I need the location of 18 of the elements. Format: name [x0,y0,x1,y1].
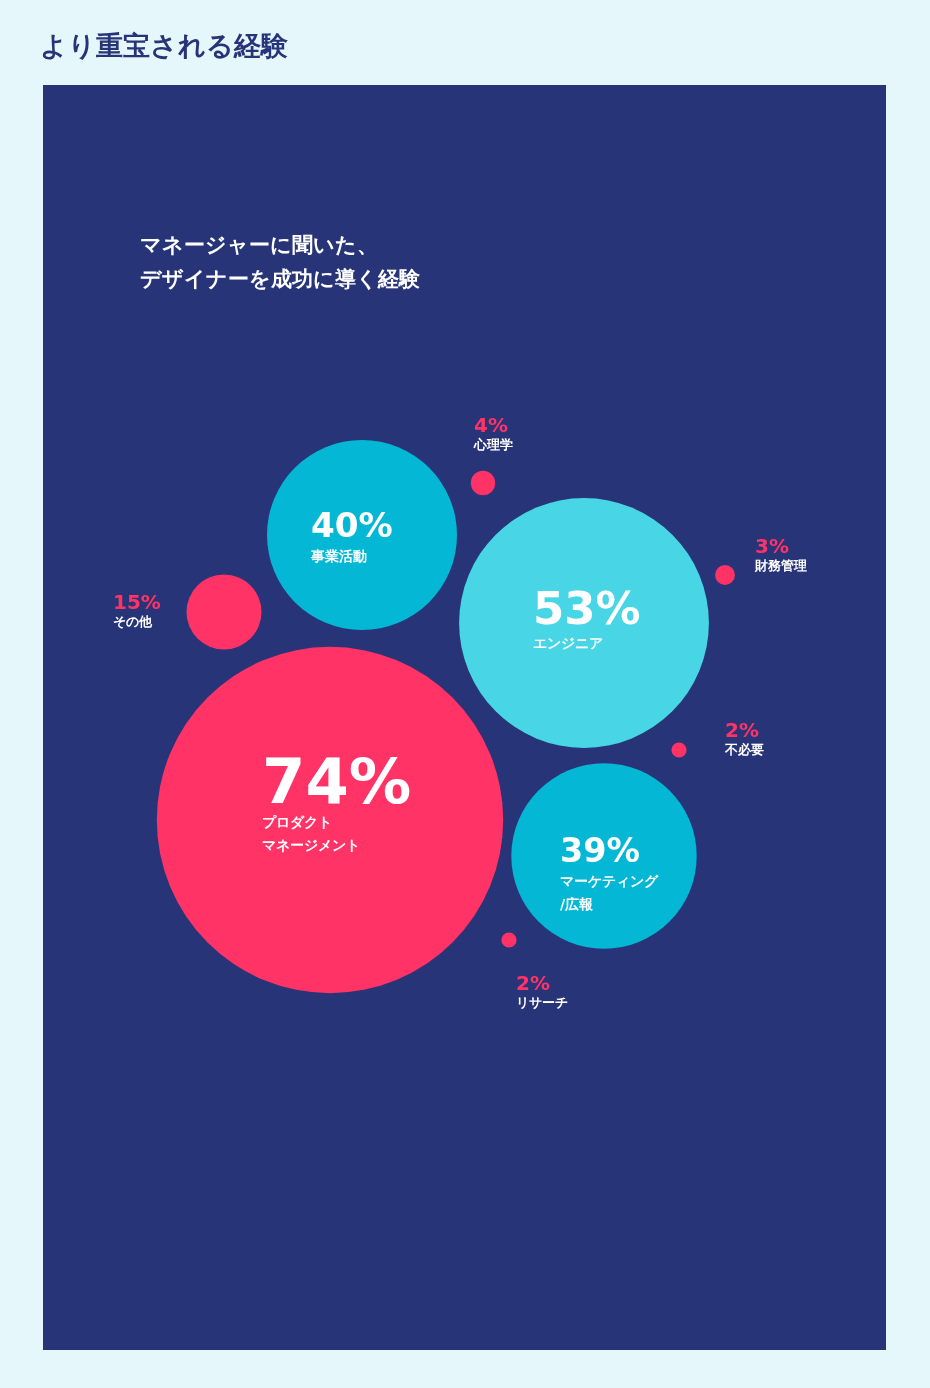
category-label: 不必要 [724,742,764,757]
data-label: 2% [516,971,550,995]
text: マネージャーに聞いた、デザイナーを成功に導く経験 [140,233,421,291]
data-label: 53% [533,582,641,635]
category-label: マーケティング/広報 [560,873,659,912]
category-label: 心理学 [473,437,513,452]
data-label: 2% [725,718,759,742]
category-label: リサーチ [516,995,568,1010]
data-label: 3% [755,534,789,558]
data-label: 40% [311,505,393,545]
category-label: エンジニア [533,635,603,651]
data-label: 4% [474,413,508,437]
data-label: 15% [113,590,161,614]
category-label: 事業活動 [310,548,367,564]
category-label: その他 [113,614,153,629]
text: より重宝される経験 [40,30,288,61]
data-label: 39% [560,831,640,870]
category-label: 財務管理 [754,558,807,573]
